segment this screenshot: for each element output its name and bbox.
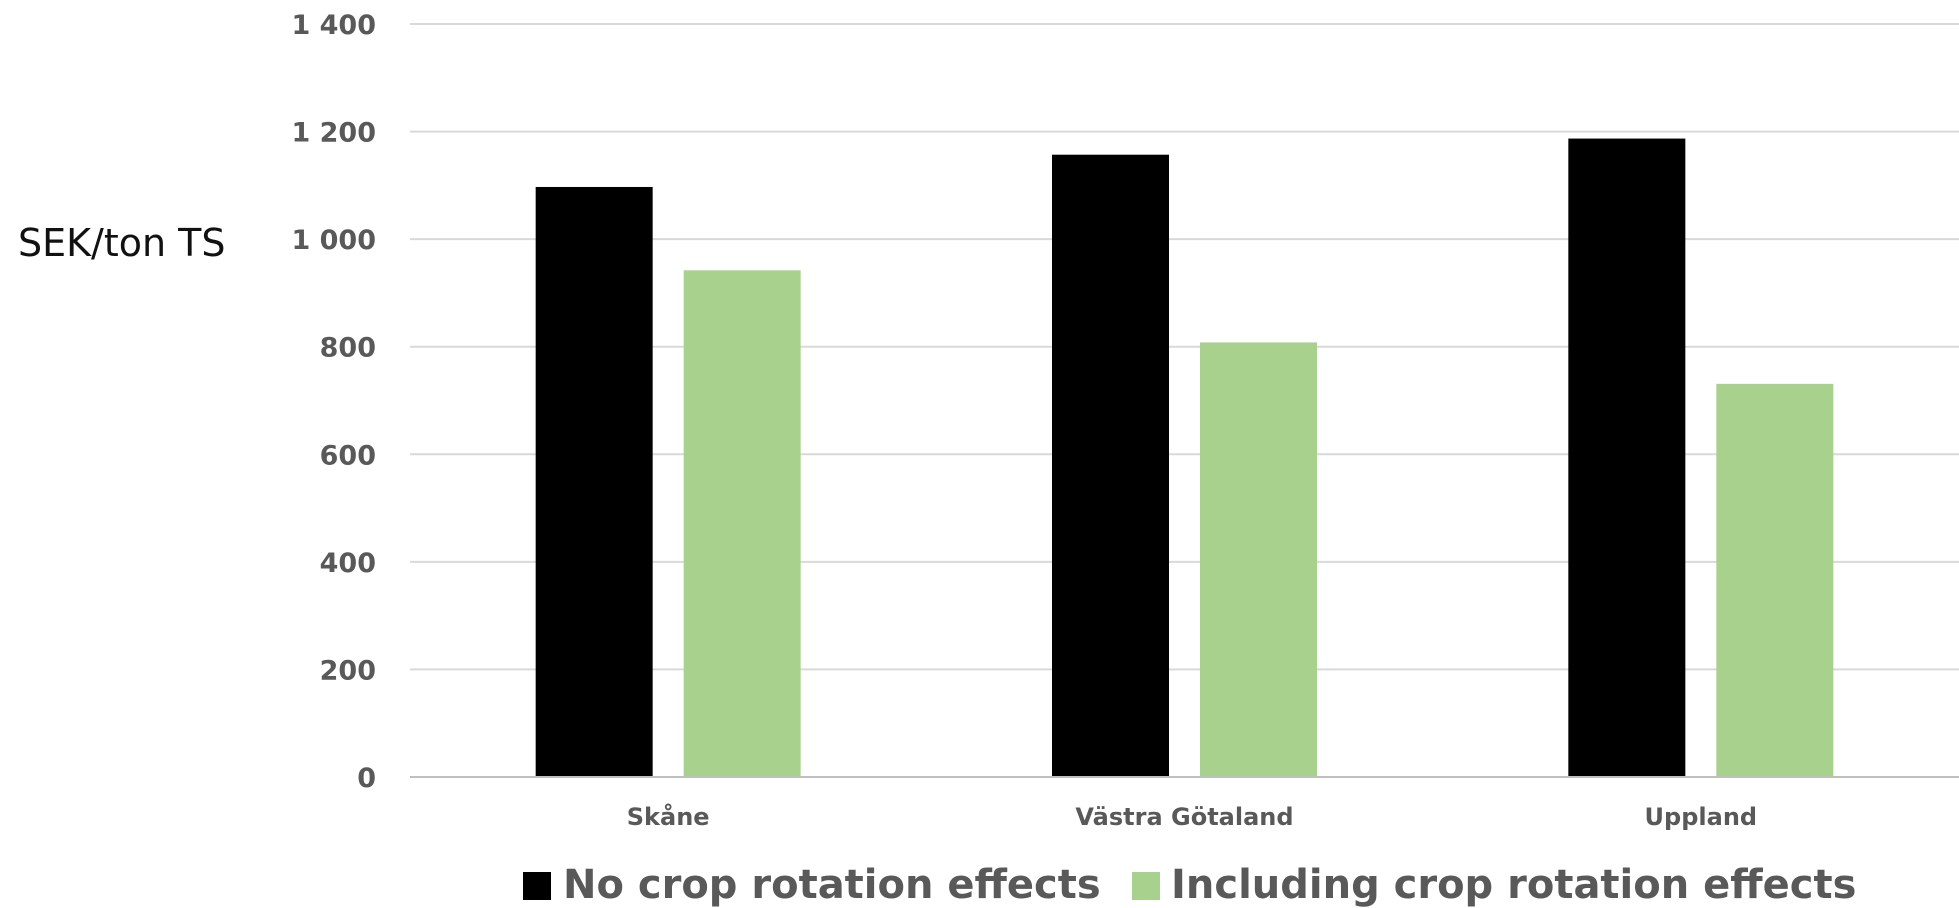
legend-label: Including crop rotation effects (1171, 862, 1856, 908)
legend-label: No crop rotation effects (563, 862, 1101, 908)
y-tick-label: 1 000 (291, 225, 376, 256)
x-tick-label: Skåne (627, 802, 710, 831)
x-tick-label: Uppland (1645, 803, 1758, 831)
y-tick-label: 800 (320, 333, 376, 364)
y-axis-label: SEK/ton TS (18, 221, 226, 265)
x-tick-label: Västra Götaland (1075, 803, 1293, 831)
y-tick-label: 1 200 (291, 118, 376, 149)
y-tick-label: 0 (357, 763, 376, 794)
y-tick-label: 1 400 (291, 10, 376, 41)
y-axis-ticks: 0 200 400 600 800 1 000 1 200 1 400 (291, 10, 376, 794)
y-tick-label: 600 (320, 440, 376, 471)
bar-no-crop-rotation (535, 186, 653, 778)
bar-including-crop-rotation (683, 270, 801, 777)
gridlines (410, 23, 1959, 671)
bar-including-crop-rotation (1200, 342, 1317, 777)
bar-no-crop-rotation (1568, 138, 1686, 777)
legend-swatch (523, 872, 551, 900)
legend-item: Including crop rotation effects (1132, 862, 1856, 908)
legend: No crop rotation effects Including crop r… (523, 862, 1856, 908)
y-tick-label: 200 (320, 655, 376, 686)
x-axis-ticks: Skåne Västra Götaland Uppland (627, 802, 1757, 831)
legend-swatch (1132, 872, 1160, 900)
bar-no-crop-rotation (1052, 154, 1169, 777)
bar-including-crop-rotation (1716, 383, 1834, 777)
bars (535, 138, 1834, 778)
legend-item: No crop rotation effects (523, 862, 1101, 908)
y-tick-label: 400 (320, 548, 376, 579)
